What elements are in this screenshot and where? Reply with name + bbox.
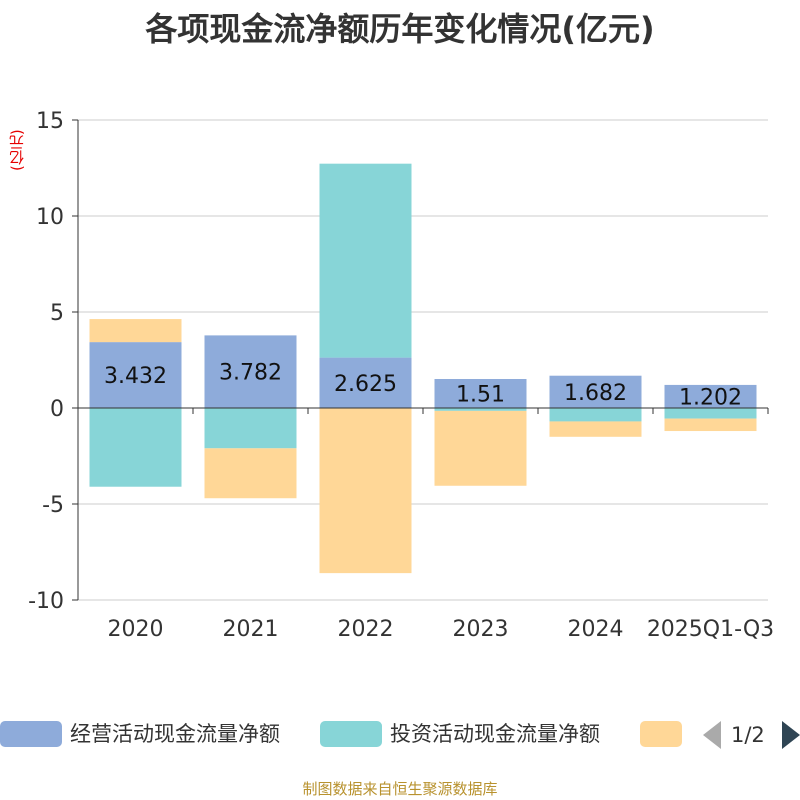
y-tick-label: -10 xyxy=(28,589,64,614)
bar-data-label: 3.432 xyxy=(104,364,167,389)
legend-page-indicator: 1/2 xyxy=(731,723,765,747)
bar-series1-2023 xyxy=(434,408,527,411)
bar-data-label: 1.51 xyxy=(456,383,505,408)
legend-next-page-arrow-icon[interactable] xyxy=(780,721,800,749)
legend-swatch-investing xyxy=(320,721,382,747)
x-tick-label: 2021 xyxy=(223,617,279,642)
x-tick-label: 2023 xyxy=(453,617,509,642)
bar-series0-2023 xyxy=(434,379,527,408)
data-source-note: 制图数据来自恒生聚源数据库 xyxy=(302,780,498,798)
bar-series2-2023 xyxy=(434,410,527,486)
y-tick-label: 10 xyxy=(36,205,64,230)
bar-series2-2024 xyxy=(549,421,642,437)
legend-label-investing: 投资活动现金流量净额 xyxy=(390,722,600,746)
legend-swatch-operating xyxy=(0,721,62,747)
x-tick-label: 2024 xyxy=(568,617,624,642)
y-tick-label: 0 xyxy=(50,397,64,422)
bar-series0-2020 xyxy=(89,342,182,408)
bar-series1-2025Q1-Q3 xyxy=(664,408,757,419)
bar-series2-2021 xyxy=(204,448,297,499)
bar-series1-2024 xyxy=(549,408,642,422)
bar-series2-2022 xyxy=(319,408,412,574)
bar-data-label: 3.782 xyxy=(219,361,282,386)
bar-data-label: 2.625 xyxy=(334,372,397,397)
legend-swatch-financing xyxy=(640,721,682,747)
legend-prev-page-arrow-icon[interactable] xyxy=(703,721,723,749)
bar-data-label: 1.202 xyxy=(679,385,742,410)
bar-series0-2021 xyxy=(204,335,297,408)
legend: 经营活动现金流量净额 投资活动现金流量净额 1/2 xyxy=(0,712,800,756)
y-tick-label: -5 xyxy=(42,493,64,518)
bar-series1-2020 xyxy=(89,408,182,487)
y-tick-label: 5 xyxy=(50,301,64,326)
bar-series1-2022 xyxy=(319,163,412,358)
chart-title: 各项现金流净额历年变化情况(亿元) xyxy=(145,10,655,48)
bar-series0-2024 xyxy=(549,375,642,408)
bar-series0-2022 xyxy=(319,357,412,408)
x-tick-label: 2025Q1-Q3 xyxy=(647,617,774,642)
x-tick-label: 2020 xyxy=(108,617,164,642)
bar-data-label: 1.682 xyxy=(564,381,627,406)
bar-chart: 15 10 5 0 -5 -10 3.432 3.782 2.625 1.51 1.682 1.202… xyxy=(28,109,774,642)
y-tick-label: 15 xyxy=(36,109,64,134)
bar-series2-2025Q1-Q3 xyxy=(664,418,757,432)
bar-series2-2020 xyxy=(89,319,182,343)
bar-series1-2021 xyxy=(204,408,297,449)
x-tick-label: 2022 xyxy=(338,617,394,642)
bar-series0-2025Q1-Q3 xyxy=(664,384,757,408)
legend-label-operating: 经营活动现金流量净额 xyxy=(70,722,280,746)
